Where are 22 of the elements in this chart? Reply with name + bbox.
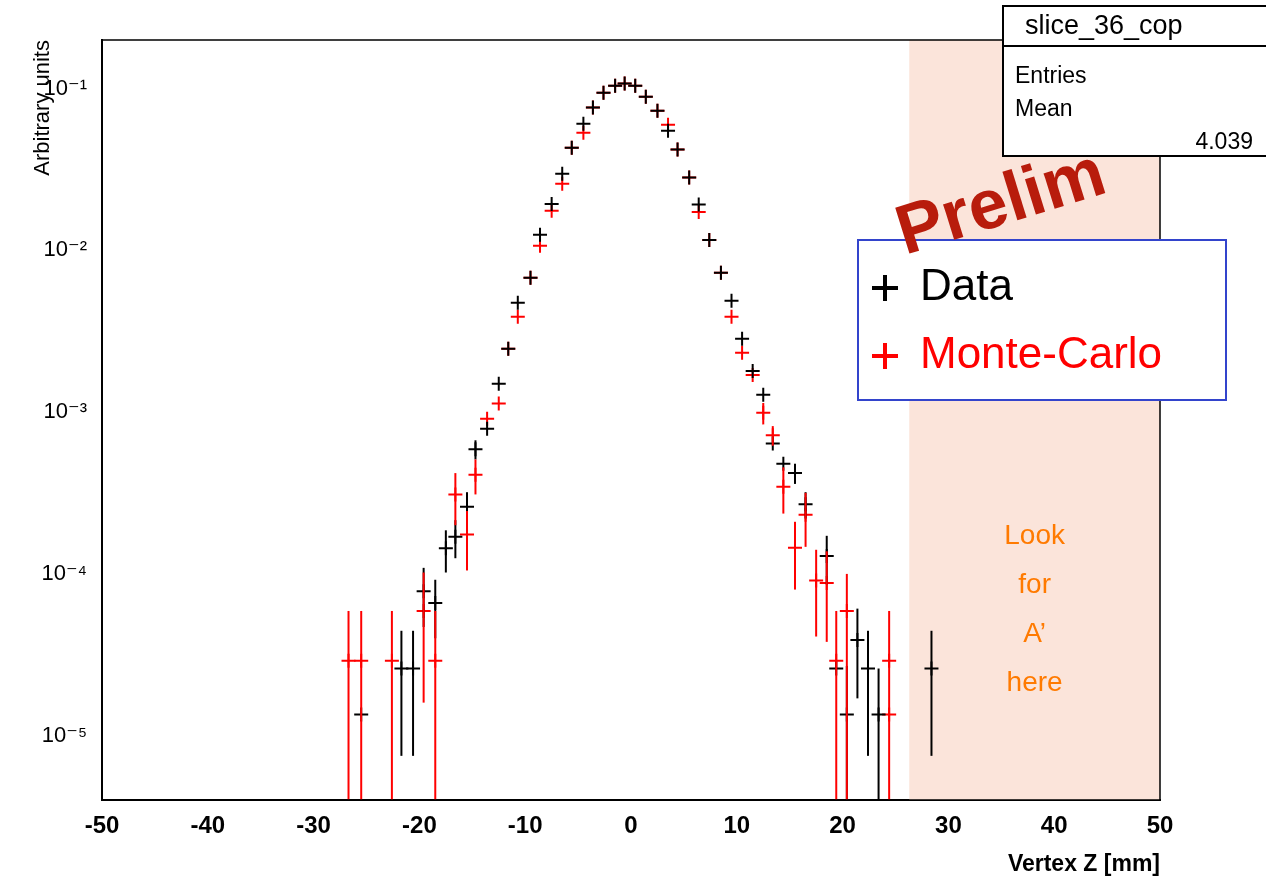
x-tick-label: 40 xyxy=(1040,811,1068,839)
y-tick-label: 10⁻³ xyxy=(43,398,87,424)
x-tick-label: -10 xyxy=(507,811,543,839)
legend-label: Monte-Carlo xyxy=(920,328,1163,378)
y-tick-label: 10⁻⁵ xyxy=(41,721,87,747)
x-tick-label: -50 xyxy=(84,811,120,839)
x-tick-label: -40 xyxy=(190,811,226,839)
x-tick-label: 50 xyxy=(1146,811,1174,839)
annotation: Entries xyxy=(1015,62,1087,89)
x-tick-label: 20 xyxy=(829,811,856,839)
x-tick-label: 30 xyxy=(935,811,962,839)
x-axis-title: Vertex Z [mm] xyxy=(1007,850,1160,876)
x-tick-label: 0 xyxy=(624,811,638,839)
y-tick-label: 10⁻⁴ xyxy=(41,559,87,585)
annotation: Mean xyxy=(1015,95,1073,122)
band-label: Look for A’ here xyxy=(1004,519,1066,698)
x-tick-label: 10 xyxy=(723,811,751,839)
x-tick-label: -20 xyxy=(402,811,437,839)
text: 4.039 xyxy=(1195,128,1253,155)
annotation: slice_36_cop xyxy=(1025,10,1183,41)
x-tick-label: -30 xyxy=(296,811,331,839)
y-tick-label: 10⁻² xyxy=(43,236,87,262)
